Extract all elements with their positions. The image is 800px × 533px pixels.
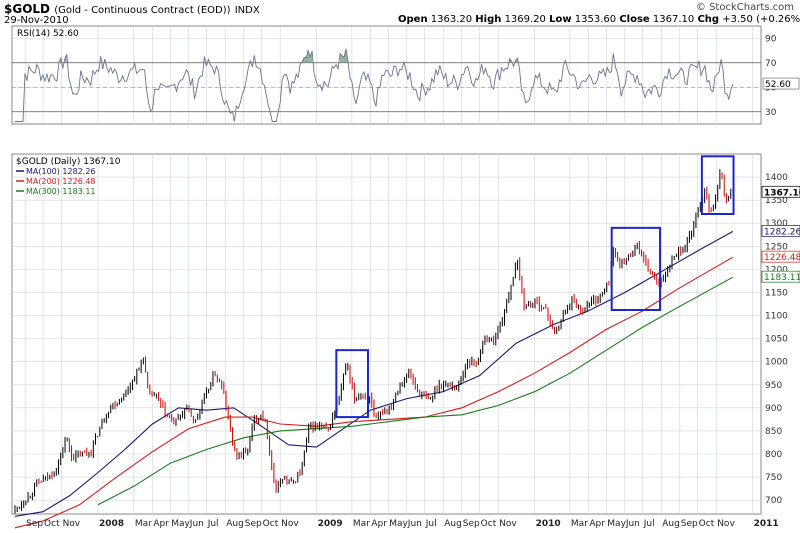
- price-tick-label: 1000: [765, 358, 788, 368]
- price-tick-label: 1350: [765, 196, 788, 206]
- highlight-box: [700, 155, 735, 215]
- price-tick-label: 800: [765, 450, 782, 460]
- right-label-box-ma300: [761, 270, 800, 283]
- x-tick-label: May: [607, 519, 626, 529]
- x-tick-label: 2010: [536, 519, 561, 529]
- ma300-line: [97, 276, 734, 506]
- legend-ma300: MA(300) 1183.11: [26, 187, 96, 196]
- price-tick-label: 1200: [765, 265, 788, 275]
- high-label: High: [475, 14, 502, 25]
- rsi-line: [15, 48, 734, 122]
- x-tick-label: Nov: [63, 519, 81, 529]
- x-tick-label: Sep: [245, 519, 262, 529]
- rsi-tick-label: 90: [765, 34, 777, 44]
- open-value: 1363.20: [430, 14, 473, 25]
- price-tick-label: 1150: [765, 288, 788, 298]
- ma200-line: [14, 256, 734, 529]
- open-label: Open: [398, 14, 428, 25]
- x-tick-label: Apr: [371, 519, 387, 529]
- price-tick-label: 1400: [765, 173, 788, 183]
- chg-value: +3.50 (+0.26%): [722, 14, 800, 25]
- x-tick-label: Jul: [425, 519, 437, 529]
- x-tick-label: Oct: [699, 519, 715, 529]
- x-tick-label: Nov: [499, 519, 517, 529]
- price-tick-label: 950: [765, 381, 782, 391]
- x-tick-label: Mar: [571, 519, 588, 529]
- price-frame: [11, 153, 762, 515]
- highlight-box: [335, 349, 369, 419]
- right-label-box-ma200: [761, 250, 800, 263]
- legend-ma100: MA(100) 1282.26: [26, 167, 96, 176]
- chg-label: Chg: [697, 14, 720, 25]
- price-tick-label: 1100: [765, 312, 788, 322]
- x-tick-label: Jul: [643, 519, 655, 529]
- close-label: Close: [619, 14, 650, 25]
- x-tick-label: Oct: [481, 519, 497, 529]
- x-tick-label: Aug: [662, 519, 680, 529]
- right-label-box-ma100: [761, 225, 800, 237]
- legend-price: $GOLD (Daily) 1367.10: [16, 157, 121, 167]
- x-tick-label: 2008: [99, 519, 124, 529]
- price-tick-label: 900: [765, 404, 782, 414]
- x-tick-label: Oct: [44, 519, 60, 529]
- price-panel: 700 750 800 850 900 950 1000 1050 1100 1150 1200 12…: [11, 153, 800, 529]
- rsi-label: RSI(14) 52.60: [17, 29, 79, 39]
- stockcharts-logo: © StockCharts.com: [695, 2, 794, 13]
- ma100-line: [14, 230, 734, 517]
- close-value: 1367.10: [652, 14, 695, 25]
- x-tick-label: Apr: [589, 519, 605, 529]
- low-label: Low: [549, 14, 572, 25]
- x-tick-label: Nov: [717, 519, 735, 529]
- highlight-box: [610, 226, 662, 312]
- legend-ma200: MA(200) 1226.48: [26, 177, 96, 186]
- x-tick-label: Apr: [153, 519, 169, 529]
- x-tick-label: Sep: [26, 519, 43, 529]
- ohlc-readout: Open 1363.20 High 1369.20 Low 1353.60 Cl…: [398, 14, 800, 25]
- price-tick-label: 1250: [765, 242, 788, 252]
- price-tick-label: 700: [765, 496, 782, 506]
- x-tick-label: 2011: [754, 519, 779, 529]
- price-tick-label: 1050: [765, 335, 788, 345]
- right-label-box-price: [761, 185, 800, 198]
- price-tick-label: 850: [765, 427, 782, 437]
- price-tick-label: 1300: [765, 219, 788, 229]
- x-tick-label: Jun: [407, 519, 422, 529]
- x-tick-label: Mar: [353, 519, 370, 529]
- right-label-ma100: 1282.26: [764, 227, 800, 237]
- x-tick-label: 2009: [318, 519, 343, 529]
- exchange: INDX: [234, 5, 260, 16]
- x-tick-label: Jun: [189, 519, 204, 529]
- high-value: 1369.20: [504, 14, 546, 25]
- rsi-tick-label: 30: [765, 108, 777, 118]
- x-tick-label: Aug: [444, 519, 462, 529]
- symbol: $GOLD: [4, 2, 51, 16]
- low-value: 1353.60: [574, 14, 617, 25]
- chart-date: 29-Nov-2010: [4, 15, 69, 26]
- right-label-price: 1367.10: [764, 188, 800, 198]
- x-tick-label: Jul: [207, 519, 219, 529]
- x-tick-label: Sep: [681, 519, 698, 529]
- x-tick-label: Sep: [463, 519, 480, 529]
- right-label-ma200: 1226.48: [764, 253, 800, 263]
- symbol-header: $GOLD (Gold - Continuous Contract (EOD))…: [4, 2, 260, 16]
- x-tick-label: Mar: [135, 519, 152, 529]
- symbol-description: (Gold - Continuous Contract (EOD)): [54, 5, 231, 16]
- x-tick-label: Nov: [281, 519, 299, 529]
- rsi-tick-label: 70: [765, 59, 777, 69]
- x-tick-label: Aug: [226, 519, 244, 529]
- x-tick-label: Jun: [625, 519, 640, 529]
- price-tick-label: 750: [765, 473, 782, 483]
- x-tick-label: May: [389, 519, 408, 529]
- x-tick-label: May: [171, 519, 190, 529]
- x-axis: Sep Oct Nov 2008 Mar Apr May Jun Jul Aug Sep Oct Nov…: [26, 519, 779, 529]
- rsi-frame: [11, 25, 762, 125]
- rsi-current-box: [762, 77, 800, 90]
- right-label-ma300: 1183.11: [764, 273, 800, 283]
- rsi-current-label: 52.60: [765, 80, 791, 90]
- x-tick-label: Oct: [263, 519, 279, 529]
